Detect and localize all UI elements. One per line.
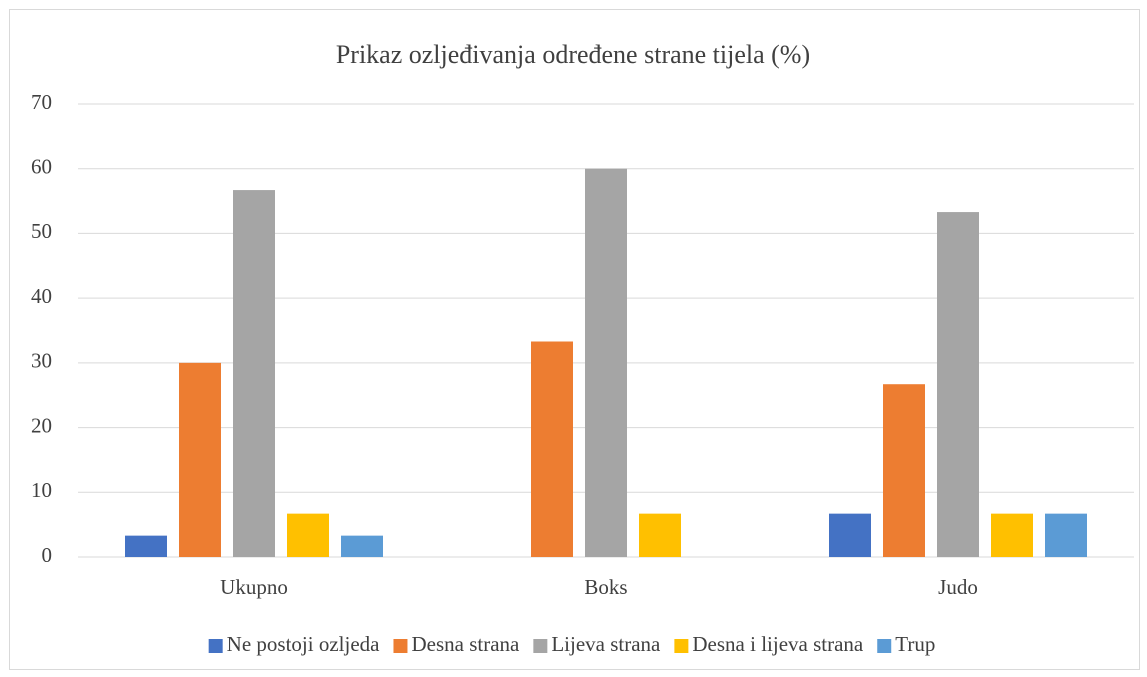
y-tick-label: 40	[31, 284, 52, 308]
legend-label: Ne postoji ozljeda	[227, 632, 380, 656]
legend-swatch	[393, 639, 408, 653]
bar	[179, 362, 221, 557]
legend-label: Lijeva strana	[551, 632, 661, 656]
bar	[125, 535, 167, 557]
x-tick-label: Boks	[584, 575, 627, 599]
bar	[585, 168, 627, 557]
y-tick-label: 10	[31, 478, 52, 502]
y-tick-label: 20	[31, 413, 52, 437]
y-tick-label: 70	[31, 90, 52, 114]
x-tick-label: Judo	[938, 575, 978, 599]
legend-label: Desna i lijeva strana	[692, 632, 864, 656]
chart-title: Prikaz ozljeđivanja određene strane tije…	[336, 40, 810, 69]
bar	[883, 384, 925, 557]
legend-swatch	[533, 639, 548, 653]
y-tick-label: 50	[31, 219, 52, 243]
bar	[341, 535, 383, 557]
legend-label: Trup	[895, 632, 935, 656]
bar	[639, 513, 681, 557]
bar	[233, 190, 275, 557]
legend-label: Desna strana	[411, 632, 520, 656]
legend-swatch	[208, 639, 223, 653]
x-tick-label: Ukupno	[220, 575, 288, 599]
y-tick-label: 60	[31, 155, 52, 179]
legend-swatch	[877, 639, 892, 653]
y-tick-label: 0	[42, 543, 53, 567]
bar	[991, 513, 1033, 557]
bar	[531, 341, 573, 557]
bar	[829, 513, 871, 557]
bar	[287, 513, 329, 557]
y-tick-label: 30	[31, 349, 52, 373]
bar	[1045, 513, 1087, 557]
bar	[937, 212, 979, 557]
legend-swatch	[674, 639, 689, 653]
